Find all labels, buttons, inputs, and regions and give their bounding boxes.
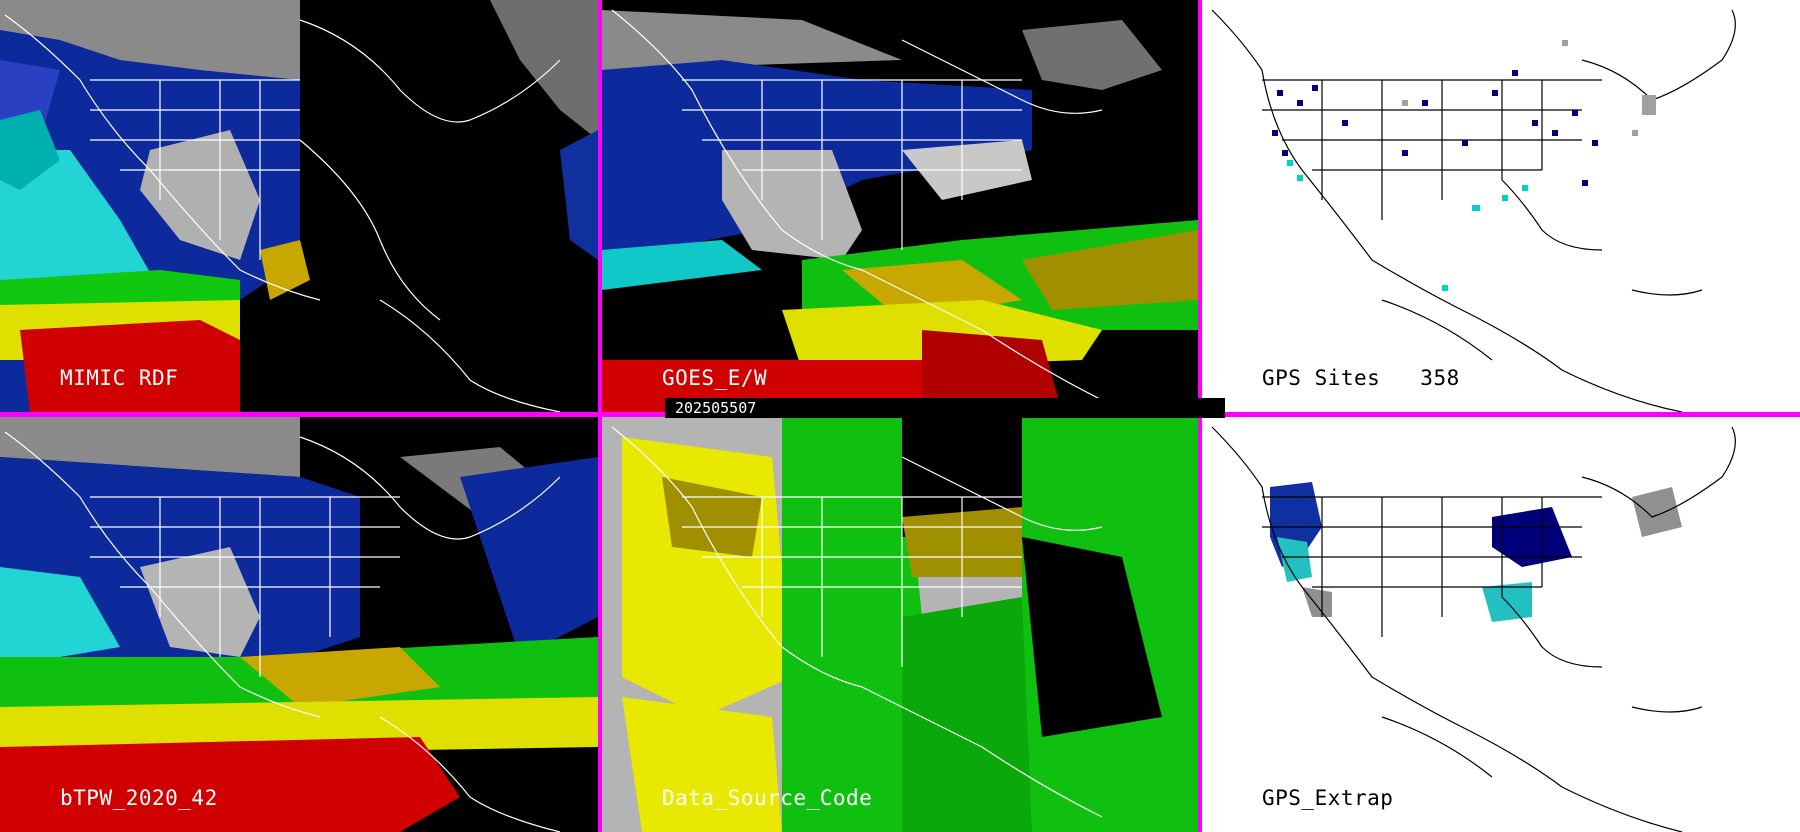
goes-map: [602, 0, 1198, 412]
panel-label-data-source: Data_Source_Code: [662, 786, 873, 810]
timestamp-text: 202505507: [675, 399, 757, 417]
panel-label-goes: GOES_E/W: [662, 366, 768, 390]
panel-gps-extrap: GPS_Extrap: [1202, 417, 1800, 832]
panel-data-source-code: Data_Source_Code: [602, 417, 1198, 832]
mimic-map: [0, 0, 598, 412]
panel-btpw: bTPW_2020_42: [0, 417, 598, 832]
panel-label-gps-sites: GPS Sites 358: [1262, 366, 1460, 390]
gps-sites-map: [1202, 0, 1800, 412]
panel-label-mimic: MIMIC RDF: [60, 366, 179, 390]
gps-extrap-map: [1202, 417, 1800, 832]
panel-goes-ew: GOES_E/W: [602, 0, 1198, 412]
gps-sites-label: GPS Sites: [1262, 366, 1381, 390]
panel-mimic-rdf: MIMIC RDF: [0, 0, 598, 412]
btpw-map: [0, 417, 598, 832]
data-source-map: [602, 417, 1198, 832]
panel-label-btpw: bTPW_2020_42: [60, 786, 218, 810]
panel-label-gps-extrap: GPS_Extrap: [1262, 786, 1394, 810]
gps-site-count: 358: [1420, 366, 1460, 390]
panel-gps-sites: GPS Sites 358: [1202, 0, 1800, 412]
timestamp-bar: 202505507: [665, 398, 1225, 418]
